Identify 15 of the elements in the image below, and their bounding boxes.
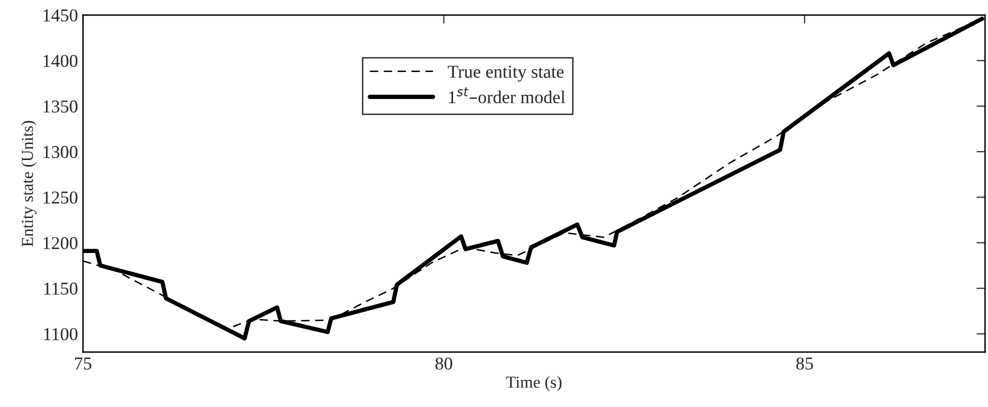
y-tick-label: 1450 xyxy=(44,9,78,22)
y-tick-label: 1400 xyxy=(44,54,78,68)
y-tick-label: 1200 xyxy=(44,237,78,250)
x-axis-title: Time (s) xyxy=(506,376,562,392)
y-tick-label: 1250 xyxy=(44,191,78,204)
x-tick-label: 75 xyxy=(75,358,92,370)
y-tick-label: 1100 xyxy=(44,328,78,340)
legend-label: True entity state xyxy=(448,66,564,82)
legend-label: 1$^{st}$–order model xyxy=(449,87,566,104)
x-tick-label: 80 xyxy=(435,357,452,370)
y-tick-label: 1350 xyxy=(44,100,78,113)
y-tick-label: 1150 xyxy=(44,282,78,295)
x-tick-label: 85 xyxy=(796,357,813,370)
y-tick-label: 1300 xyxy=(44,146,78,158)
y-axis-title: Entity state (Units) xyxy=(21,120,36,246)
